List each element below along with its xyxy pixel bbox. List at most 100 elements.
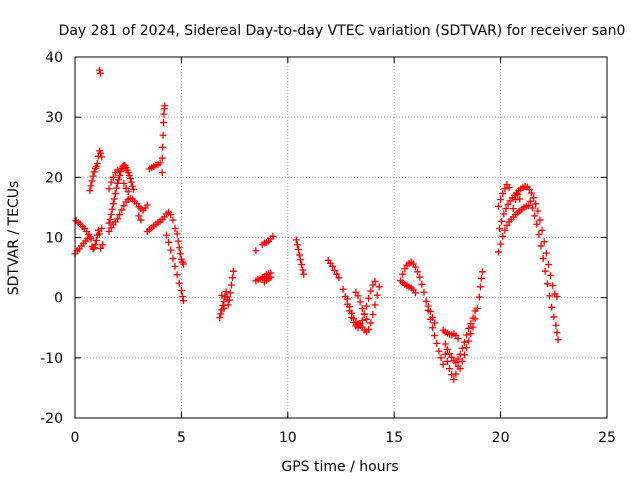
data-point [98, 153, 106, 161]
data-point [532, 200, 540, 208]
y-tick-label: -20 [40, 411, 63, 427]
y-tick-label: 30 [45, 110, 63, 126]
data-point [498, 217, 506, 225]
data-point [553, 329, 561, 337]
data-point [499, 232, 507, 240]
data-point [92, 163, 100, 171]
data-point [159, 143, 167, 151]
data-point [463, 344, 471, 352]
data-point [91, 241, 99, 249]
data-point [163, 231, 171, 239]
data-point [108, 205, 116, 213]
data-point [328, 262, 336, 270]
data-point [97, 149, 105, 157]
data-point [435, 347, 443, 355]
data-point [543, 280, 551, 288]
data-point [226, 289, 234, 297]
data-point [167, 211, 175, 219]
data-point [524, 202, 532, 210]
data-point [87, 182, 95, 190]
data-point [456, 365, 464, 373]
data-point [467, 330, 475, 338]
y-tick-label: 10 [45, 231, 63, 247]
data-point [117, 167, 125, 175]
data-point [437, 354, 445, 362]
data-point [443, 357, 451, 365]
data-point [499, 190, 507, 198]
data-point [548, 303, 556, 311]
data-point [431, 319, 439, 327]
data-point [350, 315, 358, 323]
data-points-layer [71, 66, 562, 383]
data-point [422, 297, 430, 305]
data-point [448, 353, 456, 361]
data-point [540, 238, 548, 246]
data-point [174, 237, 182, 245]
data-point [452, 370, 460, 378]
data-point [460, 338, 468, 346]
data-point [465, 337, 473, 345]
data-point [92, 237, 100, 245]
data-point [365, 294, 373, 302]
y-tick-label: -10 [40, 351, 63, 367]
data-point [504, 200, 512, 208]
data-point [125, 172, 133, 180]
data-point [433, 339, 441, 347]
data-point [116, 172, 124, 180]
data-point [156, 159, 164, 167]
data-point [553, 292, 561, 300]
data-point [299, 266, 307, 274]
data-point [87, 235, 95, 243]
data-point [97, 244, 105, 252]
data-point [220, 297, 228, 305]
data-point [105, 219, 113, 227]
data-point [225, 296, 233, 304]
x-tick-label: 25 [598, 430, 616, 446]
data-point [501, 226, 509, 234]
data-point [454, 355, 462, 363]
data-point [534, 207, 542, 215]
x-tick-label: 10 [279, 430, 297, 446]
data-point [97, 69, 105, 77]
data-point [294, 246, 302, 254]
data-point [365, 326, 373, 334]
data-point [160, 119, 168, 127]
data-point [171, 224, 179, 232]
data-point [130, 185, 138, 193]
data-point [115, 176, 123, 184]
data-point [411, 263, 419, 271]
data-point [107, 211, 115, 219]
data-point [122, 184, 130, 192]
data-point [89, 172, 97, 180]
data-point [333, 270, 341, 278]
data-point [552, 321, 560, 329]
data-point [292, 236, 300, 244]
data-point [414, 268, 422, 276]
data-point [367, 319, 375, 327]
data-point [531, 212, 539, 220]
data-point [120, 179, 128, 187]
data-point [167, 246, 175, 254]
data-point [298, 261, 306, 269]
data-point [177, 255, 185, 263]
data-point [411, 289, 419, 297]
data-point [120, 202, 128, 210]
data-point [429, 324, 437, 332]
grid-layer [75, 57, 607, 418]
data-point [112, 184, 120, 192]
data-point [369, 311, 377, 319]
data-point [293, 241, 301, 249]
data-point [175, 279, 183, 287]
data-point [98, 224, 106, 232]
data-point [431, 332, 439, 340]
data-point [137, 216, 145, 224]
data-point [95, 66, 103, 74]
data-point [124, 188, 132, 196]
data-point [527, 189, 535, 197]
data-point [105, 227, 113, 235]
data-point [93, 159, 101, 167]
data-point [463, 331, 471, 339]
data-point [114, 179, 122, 187]
data-point [458, 357, 466, 365]
data-point [222, 288, 230, 296]
